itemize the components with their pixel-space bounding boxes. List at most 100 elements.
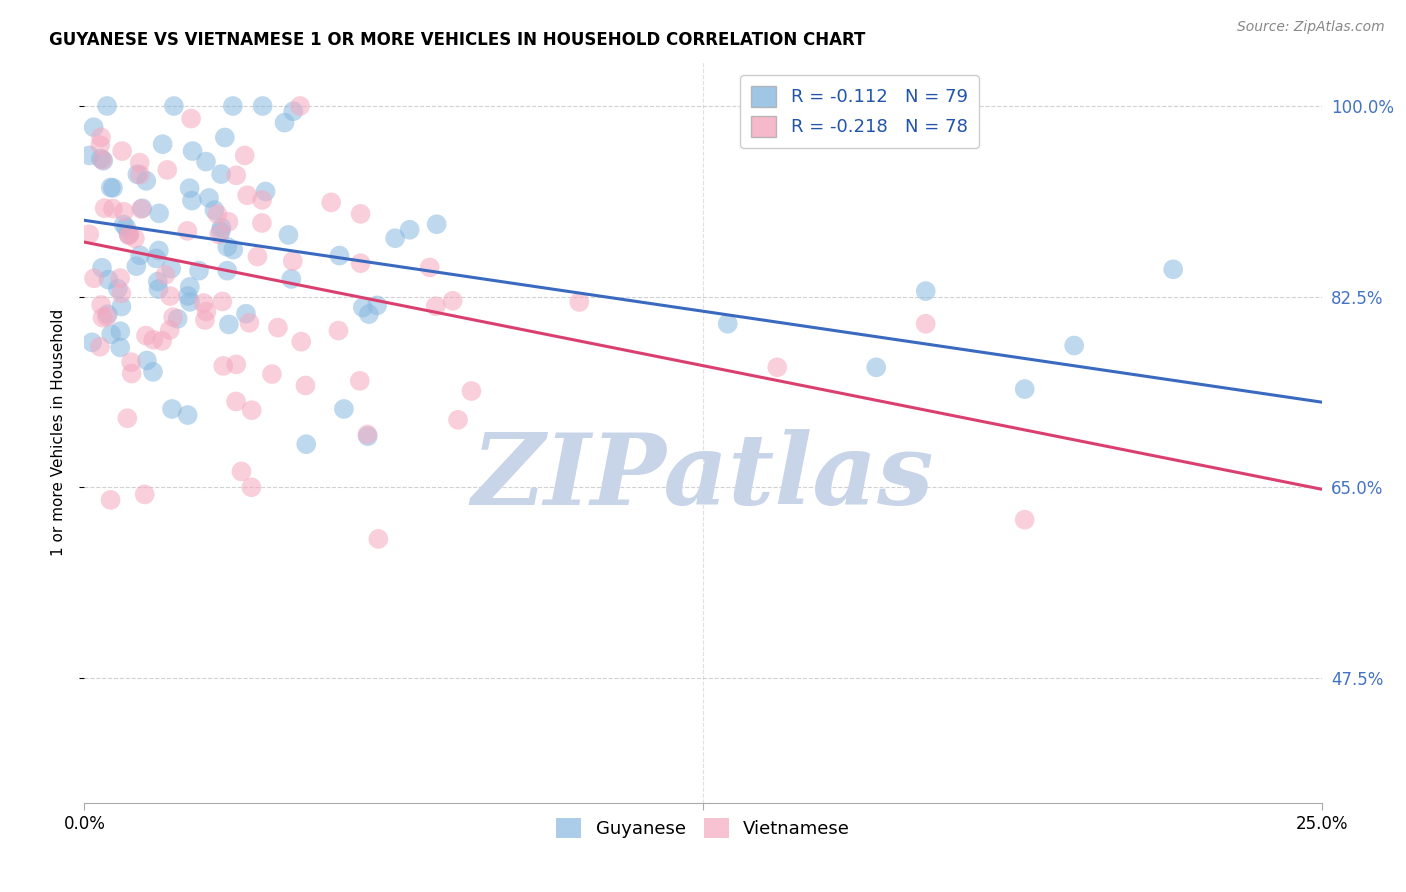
Point: [212, 359, 235, 373]
Point: [222, 243, 245, 257]
Point: [333, 401, 356, 416]
Point: [1014, 513, 1036, 527]
Point: [1161, 262, 1184, 277]
Point: [129, 202, 152, 216]
Point: [207, 207, 229, 221]
Point: [97, 307, 120, 321]
Point: [128, 155, 150, 169]
Point: [124, 231, 146, 245]
Point: [155, 268, 177, 282]
Point: [146, 275, 169, 289]
Point: [120, 355, 142, 369]
Point: [176, 224, 198, 238]
Point: [246, 250, 269, 264]
Point: [181, 144, 204, 158]
Point: [211, 294, 233, 309]
Point: [176, 408, 198, 422]
Point: [352, 301, 374, 315]
Point: [166, 311, 188, 326]
Point: [90, 152, 112, 166]
Point: [357, 429, 380, 443]
Point: [195, 154, 218, 169]
Point: [121, 367, 143, 381]
Point: [91, 153, 114, 168]
Point: [914, 317, 936, 331]
Point: [208, 227, 231, 242]
Point: [117, 411, 139, 425]
Point: [79, 227, 101, 242]
Point: [100, 327, 122, 342]
Point: [101, 181, 124, 195]
Point: [160, 261, 183, 276]
Point: [273, 115, 295, 129]
Text: GUYANESE VS VIETNAMESE 1 OR MORE VEHICLES IN HOUSEHOLD CORRELATION CHART: GUYANESE VS VIETNAMESE 1 OR MORE VEHICLE…: [49, 31, 866, 49]
Point: [110, 324, 132, 338]
Point: [91, 260, 114, 275]
Point: [250, 216, 273, 230]
Point: [222, 99, 245, 113]
Point: [80, 335, 103, 350]
Point: [91, 310, 114, 325]
Point: [100, 492, 122, 507]
Point: [148, 282, 170, 296]
Point: [101, 202, 124, 216]
Point: [135, 353, 157, 368]
Point: [328, 324, 350, 338]
Point: [93, 201, 115, 215]
Point: [349, 207, 371, 221]
Point: [107, 282, 129, 296]
Point: [198, 191, 221, 205]
Point: [441, 293, 464, 308]
Point: [281, 254, 304, 268]
Point: [250, 193, 273, 207]
Point: [717, 317, 740, 331]
Point: [152, 137, 174, 152]
Y-axis label: 1 or more Vehicles in Household: 1 or more Vehicles in Household: [51, 309, 66, 557]
Point: [110, 300, 132, 314]
Point: [108, 271, 131, 285]
Point: [460, 384, 482, 398]
Point: [129, 168, 152, 182]
Point: [125, 259, 148, 273]
Point: [112, 204, 135, 219]
Point: [233, 148, 256, 162]
Point: [294, 378, 316, 392]
Point: [398, 223, 420, 237]
Point: [83, 271, 105, 285]
Point: [283, 104, 305, 119]
Point: [181, 194, 204, 208]
Point: [129, 248, 152, 262]
Point: [135, 328, 157, 343]
Point: [356, 427, 378, 442]
Point: [914, 284, 936, 298]
Point: [225, 394, 247, 409]
Point: [142, 365, 165, 379]
Point: [865, 360, 887, 375]
Point: [1014, 382, 1036, 396]
Point: [97, 273, 120, 287]
Point: [90, 298, 112, 312]
Point: [235, 307, 257, 321]
Point: [447, 413, 470, 427]
Point: [367, 532, 389, 546]
Point: [218, 318, 240, 332]
Point: [179, 294, 201, 309]
Legend: Guyanese, Vietnamese: Guyanese, Vietnamese: [548, 810, 858, 846]
Point: [118, 227, 141, 242]
Point: [209, 167, 232, 181]
Point: [145, 252, 167, 266]
Point: [254, 185, 277, 199]
Point: [159, 323, 181, 337]
Point: [349, 374, 371, 388]
Point: [217, 240, 239, 254]
Point: [127, 167, 149, 181]
Point: [188, 263, 211, 277]
Point: [162, 310, 184, 325]
Point: [142, 333, 165, 347]
Point: [111, 144, 134, 158]
Point: [225, 357, 247, 371]
Point: [419, 260, 441, 275]
Point: [1063, 338, 1085, 352]
Point: [131, 201, 153, 215]
Point: [118, 228, 141, 243]
